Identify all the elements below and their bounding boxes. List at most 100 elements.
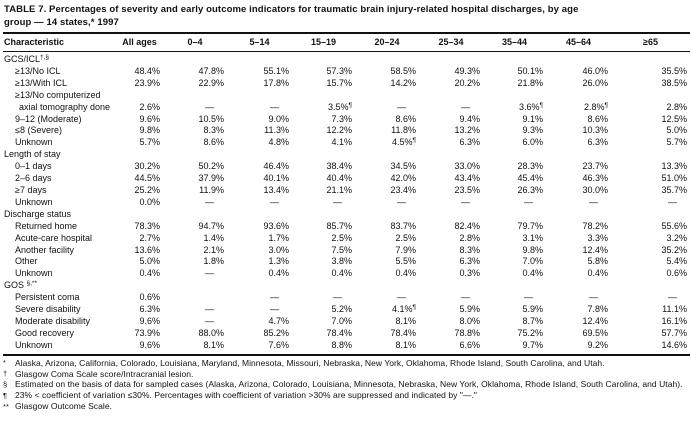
value-cell: 2.1% <box>203 244 224 255</box>
table-row: Returned home 78.3% 94.7% 93.6% 85.7% 83.7% 82… <box>3 221 690 233</box>
value-cell: 7.5% <box>331 244 352 255</box>
value-cell: 69.5% <box>582 327 608 338</box>
value-cell: 9.0% <box>268 113 289 124</box>
value-cell: 34.5% <box>390 161 416 172</box>
value-cell: 22.9% <box>198 77 224 88</box>
value-cell: 28.3% <box>517 161 543 172</box>
value-cell: 11.8% <box>391 125 416 136</box>
value-cell: 35.2% <box>661 244 687 255</box>
row-label: Acute-care hospital <box>15 232 93 243</box>
value-cell: 46.3% <box>582 173 608 184</box>
column-header: 15–19 <box>292 33 355 52</box>
row-label: ≥13/With ICL <box>15 77 67 88</box>
value-cell: 0.4% <box>587 268 608 279</box>
row-label: Unknown <box>15 137 53 148</box>
section-header-label: Discharge status <box>4 208 72 219</box>
value-cell: 0.6% <box>666 268 687 279</box>
value-cell: 8.0% <box>459 315 480 326</box>
value-cell: 10.5% <box>198 113 224 124</box>
value-cell: 94.7% <box>198 220 224 231</box>
footnote-text: 23% < coefficient of variation ≤30%. Per… <box>15 390 477 401</box>
value-cell: 1.8% <box>203 256 224 267</box>
value-cell: 8.1% <box>395 315 416 326</box>
value-cell: 5.2% <box>331 304 352 315</box>
footnote-text: Glasgow Outcome Scale. <box>15 401 113 412</box>
row-label: ≥7 days <box>15 184 47 195</box>
footnote-marker: ¶ <box>3 390 8 400</box>
value-cell: 7.8% <box>587 304 608 315</box>
value-cell: 2.8%¶ <box>583 101 608 112</box>
column-header: 5–14 <box>227 33 292 52</box>
value-cell: 12.2% <box>326 125 352 136</box>
value-cell: 21.1% <box>326 184 352 195</box>
row-label: 2–6 days <box>15 173 52 184</box>
value-cell: 15.7% <box>326 77 352 88</box>
value-cell: 0.3% <box>459 268 480 279</box>
value-cell: 43.4% <box>454 173 480 184</box>
value-cell: 5.0% <box>666 125 687 136</box>
value-cell: 9.8% <box>522 244 543 255</box>
table-row: Good recovery 73.9% 88.0% 85.2% 78.4% 78.4% 78… <box>3 328 690 340</box>
row-label: Other <box>15 256 38 267</box>
value-cell: 8.7% <box>522 315 543 326</box>
value-cell: 9.1% <box>522 113 543 124</box>
value-cell: — <box>270 101 279 112</box>
table-row: Unknown 9.6% 8.1% 7.6% 8.8% 8.1% 6.6% 9.7% 9.2% 1… <box>3 340 690 355</box>
value-cell: 57.3% <box>326 65 352 76</box>
footnote-text: Alaska, Arizona, California, Colorado, L… <box>15 357 605 368</box>
column-header: 35–44 <box>483 33 546 52</box>
table-row: ≥13/No ICL 48.4% 47.8% 55.1% 57.3% 58.5% 49.3%… <box>3 66 690 78</box>
value-cell: — <box>397 101 406 112</box>
value-cell: 78.4% <box>326 327 352 338</box>
value-cell: 88.0% <box>198 327 224 338</box>
value-cell: 0.4% <box>395 268 416 279</box>
value-cell: 8.1% <box>203 339 224 350</box>
value-cell: — <box>461 101 470 112</box>
value-cell: 11.1% <box>662 304 687 315</box>
table-row: Unknown 0.4% — 0.4% 0.4% 0.4% 0.3% 0.4% 0.4% 0.6% <box>3 268 690 280</box>
footnote: ** Glasgow Outcome Scale. <box>3 401 690 412</box>
table-row: Another facility 13.6% 2.1% 3.0% 7.5% 7.9% 8.3… <box>3 245 690 257</box>
value-cell: 4.5%¶ <box>391 137 416 148</box>
value-cell: 6.6% <box>459 339 480 350</box>
value-cell: 45.4% <box>517 173 543 184</box>
value-cell: 8.1% <box>395 339 416 350</box>
value-cell: 9.6% <box>139 339 160 350</box>
value-cell: 11.3% <box>264 125 289 136</box>
column-header: 25–34 <box>419 33 483 52</box>
footnote-marker: § <box>3 379 8 389</box>
value-cell: 0.4% <box>331 268 352 279</box>
row-label: Moderate disability <box>15 315 91 326</box>
table-row: ≥13/With ICL 23.9% 22.9% 17.8% 15.7% 14.2% 20.… <box>3 78 690 90</box>
value-cell: 38.5% <box>661 77 687 88</box>
value-cell: 9.4% <box>459 113 480 124</box>
value-cell: 13.2% <box>454 125 480 136</box>
value-cell: 14.6% <box>661 339 687 350</box>
value-cell: 6.3% <box>587 137 608 148</box>
value-cell: 78.4% <box>390 327 416 338</box>
value-cell: 1.7% <box>268 232 289 243</box>
value-cell: 2.6% <box>139 101 160 112</box>
table-row: Moderate disability 9.6% — 4.7% 7.0% 8.1% 8.0%… <box>3 316 690 328</box>
value-cell: 4.1% <box>331 137 352 148</box>
value-cell: 12.5% <box>661 113 687 124</box>
value-cell: 3.3% <box>587 232 608 243</box>
table-title-line2: group — 14 states,* 1997 <box>4 16 119 28</box>
row-label: ≥13/No ICL <box>15 65 61 76</box>
value-cell: — <box>270 304 279 315</box>
value-cell: 4.8% <box>268 137 289 148</box>
footnote: § Estimated on the basis of data for samp… <box>3 379 690 390</box>
table-title: TABLE 7. Percentages of severity and ear… <box>4 4 690 29</box>
row-label: Returned home <box>15 220 78 231</box>
value-cell: 35.5% <box>661 65 687 76</box>
value-cell: 8.8% <box>331 339 352 350</box>
row-label: 0–1 days <box>15 161 52 172</box>
value-cell: — <box>333 292 342 303</box>
value-cell: 9.8% <box>139 125 160 136</box>
footnote-marker: ** <box>3 401 9 411</box>
value-cell: — <box>205 268 214 279</box>
value-cell: 47.8% <box>198 65 224 76</box>
footnote-marker: * <box>3 358 6 368</box>
value-cell: 0.4% <box>522 268 543 279</box>
value-cell: 23.4% <box>390 184 416 195</box>
